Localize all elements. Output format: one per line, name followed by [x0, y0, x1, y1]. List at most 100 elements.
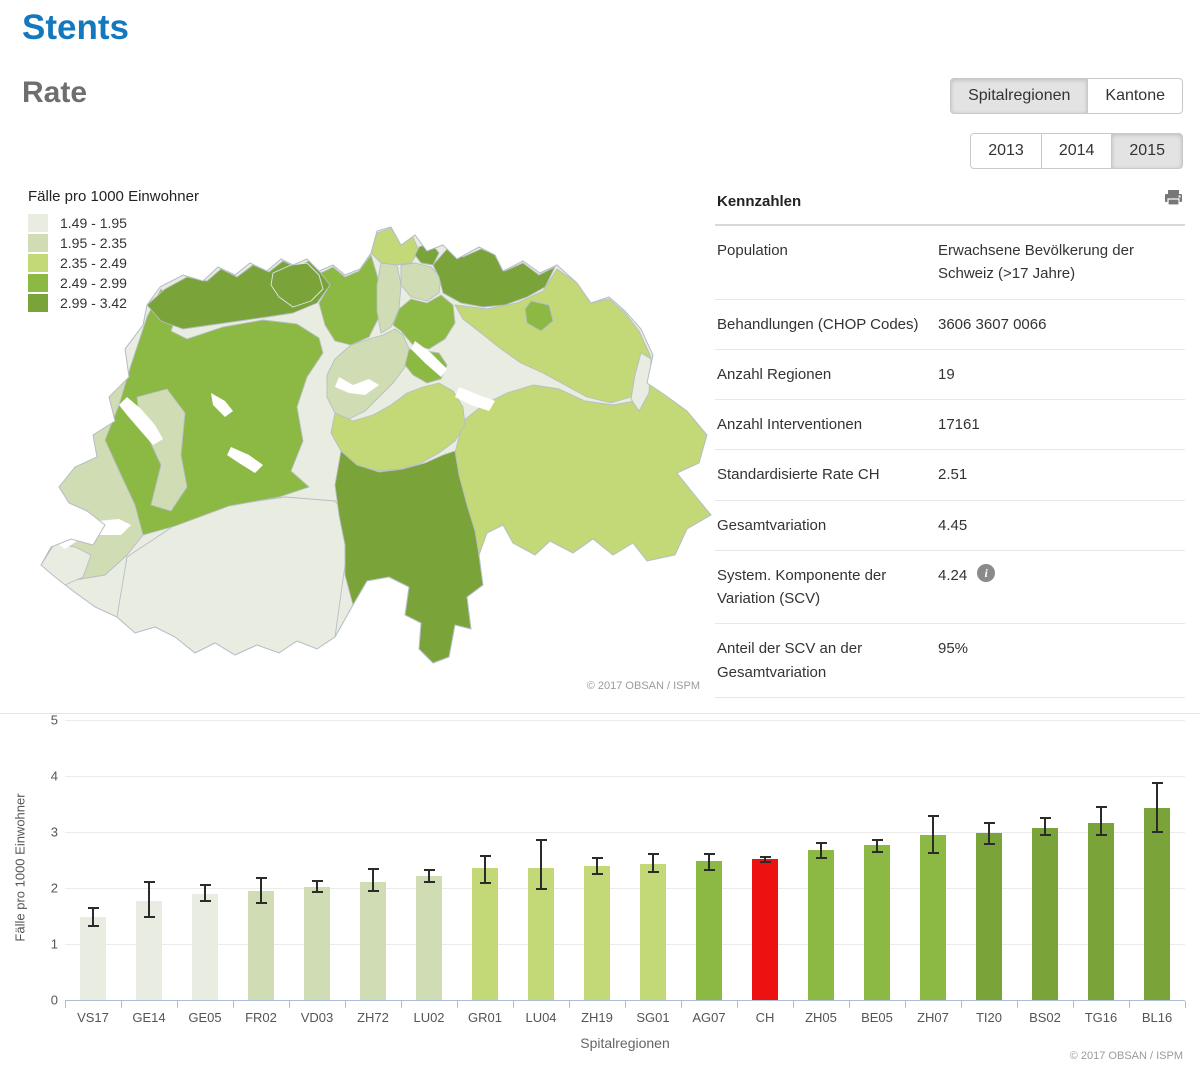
error-bar-ZH05 — [816, 842, 827, 860]
gridline-5 — [65, 720, 1185, 721]
error-cap-top — [88, 907, 99, 910]
error-cap-top — [368, 867, 379, 870]
error-cap-bottom — [704, 869, 715, 872]
error-bar-GR01 — [480, 854, 491, 884]
info-icon[interactable]: i — [977, 563, 996, 582]
kennzahlen-value: 2.51 — [938, 466, 968, 484]
year-2014[interactable]: 2014 — [1041, 133, 1113, 169]
region-zh-north[interactable] — [400, 262, 442, 302]
kennzahlen-label: System. Komponente der Variation (SCV) — [717, 566, 887, 607]
x-tick-label-VD03: VD03 — [300, 1010, 334, 1025]
bar-SG01[interactable] — [640, 863, 666, 1000]
region-ar[interactable] — [524, 300, 554, 332]
error-bar-BS02 — [1040, 817, 1051, 837]
bar-LU02[interactable] — [416, 876, 442, 1000]
error-cap-top — [816, 842, 827, 845]
bar-column-TG16 — [1073, 720, 1129, 1000]
legend-item-4: 2.49 - 2.99 — [28, 274, 199, 292]
legend-item-3: 2.35 - 2.49 — [28, 254, 199, 272]
region-ti[interactable] — [334, 450, 484, 663]
x-tick-mark — [177, 1001, 178, 1008]
region-mode-toggle: Spitalregionen Kantone — [950, 78, 1183, 114]
kennzahlen-title: Kennzahlen — [717, 192, 802, 210]
bar-AG07[interactable] — [696, 860, 722, 1000]
gridline-2 — [65, 888, 1185, 889]
x-tick-mark — [289, 1001, 290, 1008]
error-cap-bottom — [1040, 834, 1051, 837]
region-bs[interactable] — [270, 262, 324, 308]
x-tick-mark — [233, 1001, 234, 1008]
region-zh-west[interactable] — [376, 262, 402, 334]
kennzahlen-value: 4.45 — [938, 516, 968, 534]
bar-FR02[interactable] — [248, 890, 274, 1000]
toggle-kantone[interactable]: Kantone — [1088, 78, 1183, 114]
bar-column-ZH19 — [569, 720, 625, 1000]
error-cap-bottom — [368, 890, 379, 893]
bar-VD03[interactable] — [304, 887, 330, 1000]
year-2013[interactable]: 2013 — [970, 133, 1042, 169]
bar-CH[interactable] — [752, 859, 778, 1000]
x-tick-mark — [905, 1001, 906, 1008]
bar-ZH07[interactable] — [920, 834, 946, 1000]
error-bar-SG01 — [648, 852, 659, 873]
kennzahlen-row-4: Anzahl Interventionen 17161 — [715, 400, 1185, 451]
error-cap-bottom — [928, 851, 939, 854]
error-cap-top — [424, 868, 435, 871]
error-cap-top — [312, 879, 323, 882]
bar-ZH05[interactable] — [808, 849, 834, 1000]
bar-GR01[interactable] — [472, 868, 498, 1000]
year-2015[interactable]: 2015 — [1112, 133, 1183, 169]
bar-TG16[interactable] — [1088, 823, 1114, 1000]
bar-BS02[interactable] — [1032, 828, 1058, 1000]
x-tick-mark — [625, 1001, 626, 1008]
legend-swatch — [28, 294, 48, 312]
lake-2 — [119, 397, 163, 445]
error-bar-ZH72 — [368, 867, 379, 893]
chart-x-axis-title: Spitalregionen — [580, 1035, 670, 1051]
bar-ZH19[interactable] — [584, 866, 610, 1000]
kennzahlen-panel: Kennzahlen Population Erwachsene Bevölker… — [715, 186, 1185, 698]
error-cap-top — [1096, 806, 1107, 809]
page-title: Stents — [22, 8, 129, 47]
region-sz[interactable] — [404, 348, 448, 384]
kennzahlen-label: Standardisierte Rate CH — [717, 466, 880, 484]
lake-3 — [211, 393, 233, 417]
kennzahlen-value: 17161 — [938, 416, 980, 433]
x-tick-label-GR01: GR01 — [468, 1010, 502, 1025]
bar-ZH72[interactable] — [360, 882, 386, 1000]
x-tick-mark — [401, 1001, 402, 1008]
error-bar-GE14 — [144, 880, 155, 919]
kennzahlen-label: Anzahl Regionen — [717, 365, 832, 383]
error-bar-VD03 — [312, 879, 323, 893]
bar-GE05[interactable] — [192, 894, 218, 1000]
error-cap-top — [760, 855, 771, 858]
error-cap-top — [1152, 782, 1163, 785]
lake-7 — [455, 387, 495, 411]
bar-VS17[interactable] — [80, 916, 106, 1000]
legend-label: 2.49 - 2.99 — [60, 275, 127, 291]
legend-swatch — [28, 234, 48, 252]
toggle-spitalregionen[interactable]: Spitalregionen — [950, 78, 1089, 114]
x-tick-mark — [569, 1001, 570, 1008]
bar-TI20[interactable] — [976, 832, 1002, 1000]
kennzahlen-value: 3606 3607 0066 — [938, 315, 1047, 333]
y-tick-label-3: 3 — [50, 824, 58, 840]
switzerland-choropleth-map[interactable] — [35, 225, 715, 670]
region-rheintal[interactable] — [630, 352, 652, 412]
region-zh-city[interactable] — [392, 294, 456, 350]
error-bar-FR02 — [256, 876, 267, 904]
bar-BL16[interactable] — [1144, 808, 1170, 1000]
region-gl[interactable] — [330, 382, 466, 472]
error-cap-bottom — [648, 870, 659, 873]
bar-BE05[interactable] — [864, 845, 890, 1000]
x-tick-label-FR02: FR02 — [245, 1010, 277, 1025]
error-bar-ZH19 — [592, 857, 603, 875]
error-cap-top — [1040, 817, 1051, 820]
error-cap-top — [592, 857, 603, 860]
print-icon[interactable] — [1164, 190, 1183, 212]
x-tick-mark — [793, 1001, 794, 1008]
error-cap-bottom — [592, 873, 603, 875]
gridline-1 — [65, 944, 1185, 945]
region-lu[interactable] — [326, 328, 410, 420]
region-tg[interactable] — [432, 248, 556, 308]
